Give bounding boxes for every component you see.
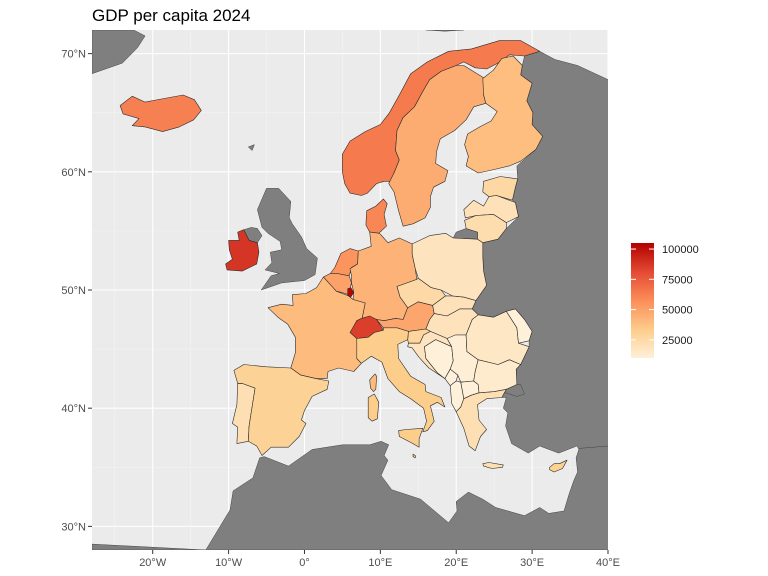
country-iceland	[119, 94, 202, 132]
country-cyprus	[549, 459, 568, 473]
country-greece	[455, 389, 507, 451]
country-corsica	[369, 373, 377, 392]
x-tick-label: 40°E	[596, 557, 620, 569]
country-regions	[119, 40, 568, 473]
x-tick-label: 0°	[299, 557, 310, 569]
x-tick-label: 10°W	[215, 557, 243, 569]
x-tick-label: 30°E	[520, 557, 544, 569]
no-data-britain	[257, 188, 318, 291]
country-sicily	[398, 428, 424, 448]
legend-label: 50000	[662, 305, 693, 317]
y-tick-label: 40°N	[61, 403, 86, 415]
country-luxembourg	[347, 287, 355, 298]
country-lithuania	[464, 214, 507, 243]
country-italy	[356, 327, 446, 433]
no-data-northafrica	[92, 441, 608, 550]
country-latvia	[463, 195, 519, 223]
country-norway	[342, 40, 540, 196]
country-crete	[482, 462, 504, 469]
no-data-faroe	[248, 144, 255, 151]
x-tick-label: 10°E	[368, 557, 392, 569]
x-tick-label: 20°W	[139, 557, 167, 569]
country-sardinia	[367, 393, 380, 422]
country-finland	[464, 55, 543, 174]
legend-label: 25000	[662, 335, 693, 347]
legend-colorbar	[631, 243, 654, 358]
y-tick-label: 30°N	[61, 521, 86, 533]
no-data-land	[92, 30, 608, 550]
no-data-greenland	[92, 30, 146, 74]
no-data-svalbard	[425, 30, 465, 32]
y-tick-label: 50°N	[61, 285, 86, 297]
y-tick-label: 60°N	[61, 167, 86, 179]
country-malta	[412, 454, 416, 459]
country-sweden	[388, 65, 487, 227]
country-romania	[465, 311, 530, 365]
color-legend: 25000 50000 75000 100000	[631, 243, 699, 358]
x-tick-label: 20°E	[444, 557, 468, 569]
country-moldova	[506, 308, 533, 344]
axes: 20°W 10°W 0° 10°E 20°E 30°E 40°E 30°N 40°N 50°N 60…	[61, 49, 620, 569]
legend-label: 75000	[662, 274, 693, 286]
y-tick-label: 70°N	[61, 49, 86, 61]
country-spain	[233, 364, 330, 456]
country-montenegro	[444, 368, 459, 386]
chart-title: GDP per capita 2024	[92, 6, 251, 25]
country-ireland	[225, 229, 260, 272]
legend-label: 100000	[662, 244, 699, 256]
country-poland	[411, 233, 487, 301]
